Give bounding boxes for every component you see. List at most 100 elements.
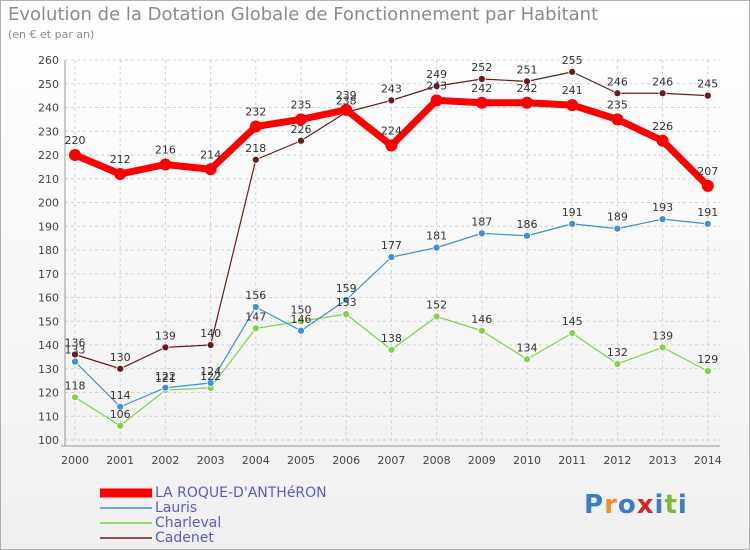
y-tick-label: 250 — [38, 78, 59, 91]
data-label: 216 — [155, 144, 176, 157]
logo-letter: t — [664, 490, 678, 520]
data-label: 243 — [381, 82, 402, 95]
y-tick-label: 220 — [38, 149, 59, 162]
x-tick-label: 2011 — [558, 454, 586, 467]
y-tick-label: 230 — [38, 125, 59, 138]
data-label: 153 — [336, 296, 357, 309]
x-tick-label: 2004 — [242, 454, 270, 467]
y-tick-label: 150 — [38, 315, 59, 328]
data-label: 186 — [517, 218, 538, 231]
data-label: 238 — [336, 94, 357, 107]
logo-letter: x — [636, 490, 655, 520]
data-label: 150 — [291, 303, 312, 316]
data-point — [251, 303, 260, 311]
data-label: 145 — [562, 315, 583, 328]
data-point — [204, 163, 217, 176]
chart-title: Evolution de la Dotation Globale de Fonc… — [8, 4, 599, 25]
data-point — [114, 168, 127, 180]
x-tick-label: 2006 — [332, 454, 360, 467]
data-point — [251, 155, 260, 164]
legend-swatch — [100, 522, 152, 524]
y-tick-label: 140 — [38, 339, 59, 352]
x-tick-label: 2005 — [287, 454, 315, 467]
data-point — [116, 421, 125, 430]
data-point — [701, 179, 714, 192]
data-point — [523, 231, 531, 240]
y-tick-label: 170 — [38, 268, 59, 281]
data-label: 246 — [607, 75, 628, 88]
logo-letter: r — [604, 490, 618, 520]
x-tick-label: 2007 — [377, 454, 405, 467]
data-label: 139 — [652, 329, 673, 342]
data-label: 243 — [426, 79, 447, 92]
data-label: 207 — [697, 165, 718, 178]
y-tick-label: 240 — [38, 102, 59, 115]
data-label: 245 — [697, 78, 718, 91]
data-label: 147 — [245, 310, 266, 323]
data-point — [161, 343, 170, 352]
x-tick-label: 2000 — [61, 454, 89, 467]
logo-letter: i — [654, 490, 665, 520]
data-label: 255 — [562, 54, 583, 67]
data-point — [116, 402, 125, 411]
data-label: 140 — [200, 327, 221, 340]
data-label: 138 — [381, 332, 402, 345]
data-point — [297, 136, 305, 145]
data-point — [703, 91, 712, 100]
data-point — [249, 120, 262, 133]
data-point — [206, 379, 215, 387]
data-point — [430, 94, 443, 107]
data-label: 249 — [426, 68, 447, 81]
data-point — [477, 229, 486, 238]
data-label: 193 — [652, 201, 673, 214]
logo-letter: i — [677, 490, 688, 520]
y-tick-label: 130 — [38, 363, 59, 376]
data-point — [703, 219, 712, 228]
data-label: 218 — [245, 142, 266, 155]
data-label: 136 — [65, 337, 86, 350]
data-point — [295, 113, 307, 126]
data-label: 212 — [110, 153, 131, 166]
data-point — [71, 357, 79, 366]
data-point — [297, 317, 305, 326]
data-point — [613, 89, 622, 98]
data-point — [116, 364, 125, 373]
series-lines — [69, 67, 714, 430]
x-tick-label: 2012 — [603, 454, 631, 467]
data-label: 224 — [381, 125, 402, 138]
data-point — [568, 67, 577, 76]
data-point — [71, 350, 79, 359]
legend-label: Lauris — [155, 500, 198, 516]
data-label: 177 — [381, 239, 402, 252]
data-point — [387, 253, 396, 262]
data-point — [568, 329, 577, 338]
data-label: 214 — [200, 148, 221, 161]
data-point — [387, 345, 396, 354]
data-point — [566, 99, 579, 112]
data-point — [387, 96, 396, 105]
data-point — [342, 295, 351, 304]
x-tick-label: 2010 — [513, 454, 541, 467]
data-label: 152 — [426, 299, 447, 312]
data-label: 191 — [697, 206, 718, 219]
data-label: 156 — [245, 289, 266, 302]
data-point — [432, 82, 441, 91]
data-point — [159, 158, 172, 171]
data-label: 189 — [607, 211, 628, 224]
data-point — [432, 243, 441, 252]
x-tick-label: 2008 — [423, 454, 451, 467]
data-label: 242 — [517, 82, 538, 95]
data-label: 146 — [291, 313, 312, 326]
data-label: 133 — [65, 344, 86, 357]
data-point — [658, 343, 667, 352]
proxiti-logo: Proxiti — [584, 490, 688, 520]
x-tick-label: 2014 — [694, 454, 722, 467]
y-tick-label: 100 — [38, 434, 59, 447]
data-label: 187 — [471, 215, 492, 228]
y-tick-label: 110 — [38, 410, 59, 423]
data-point — [342, 310, 351, 319]
data-point — [523, 355, 531, 364]
legend-label: LA ROQUE-D'ANTHéRON — [155, 485, 327, 501]
data-point — [297, 326, 305, 335]
